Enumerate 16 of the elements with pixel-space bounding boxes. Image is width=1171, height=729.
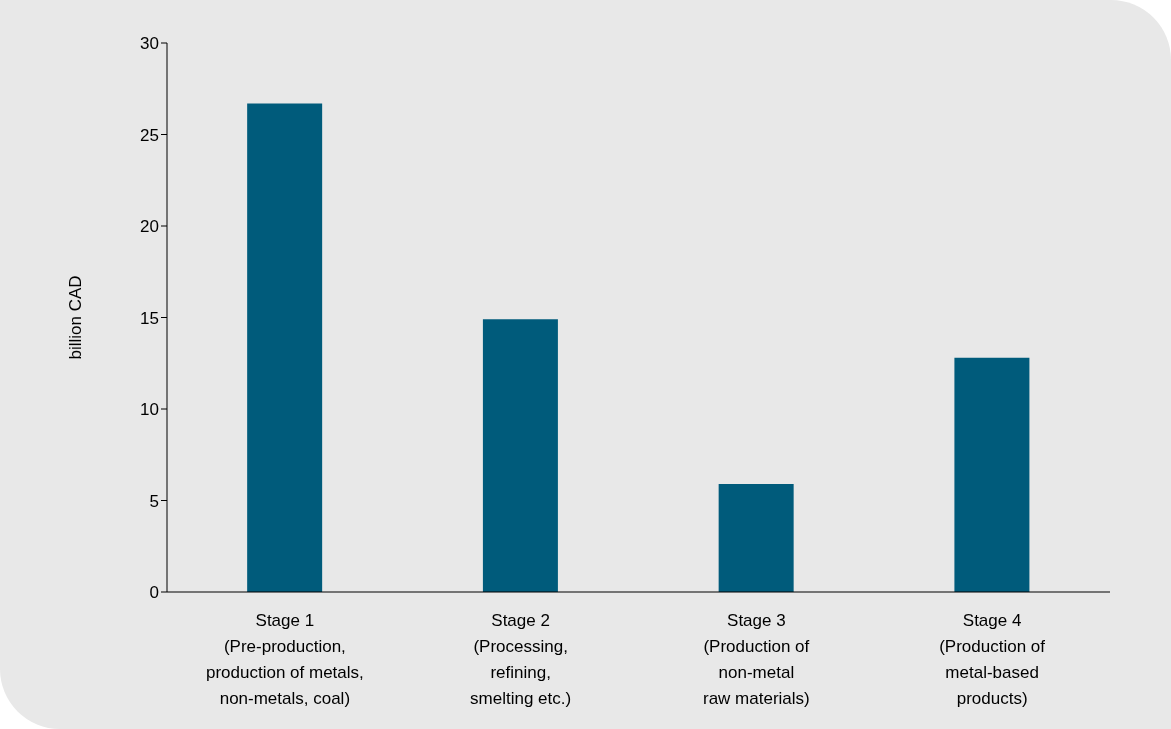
y-tick-label: 10: [140, 400, 159, 420]
y-tick-label: 30: [140, 34, 159, 54]
y-tick-label: 5: [149, 491, 159, 511]
x-tick-label: Stage 4 (Production of metal-based products): [939, 611, 1046, 708]
y-tick-label: 0: [149, 583, 159, 603]
bar: [954, 357, 1030, 592]
x-tick-label: Stage 2 (Processing, refining, smelting etc.): [470, 611, 572, 708]
x-tick-label: Stage 3 (Production of non-metal raw materials): [703, 611, 810, 708]
y-axis-title: billion CAD: [66, 275, 86, 360]
bar: [247, 103, 323, 592]
bar: [718, 484, 794, 592]
bar: [482, 319, 558, 592]
y-tick-label: 25: [140, 125, 159, 145]
y-tick-label: 20: [140, 217, 159, 237]
y-tick-label: 15: [140, 308, 159, 328]
x-tick-label: Stage 1 (Pre-production, production of metals, non-metals, coal): [205, 611, 364, 708]
